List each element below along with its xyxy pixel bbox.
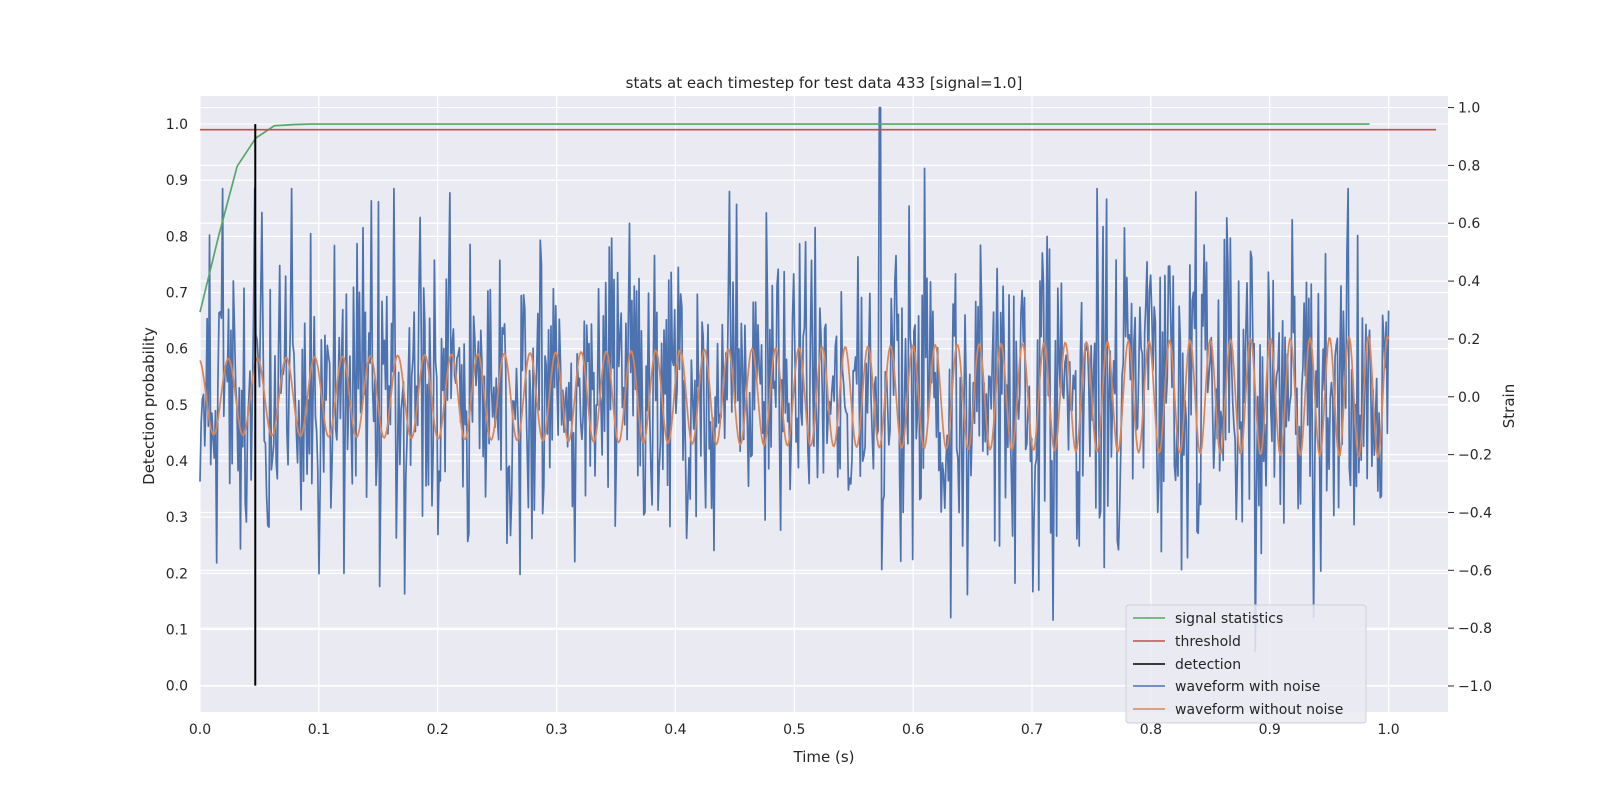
y-tick-label-9: 0.9 [166,173,188,189]
legend-label-waveform-with-noise: waveform with noise [1175,679,1320,695]
legend-box [1125,604,1367,724]
y-tick-label-5: 0.5 [166,398,188,414]
y-right-tick-label-10: 1.0 [1458,101,1480,117]
y-axis-left-ticks: 0.0 0.1 0.2 0.3 0.4 0.5 0.6 0.7 0.8 0.9 1.0 [166,117,188,695]
series-line-waveform-without-noise [199,335,1390,459]
y-tick-label-0: 0.0 [166,679,188,695]
x-tick-label-1: 0.1 [308,722,330,738]
x-axis-ticks: 0.0 0.1 0.2 0.3 0.4 0.5 0.6 0.7 0.8 0.9 1.0 [189,722,1400,738]
y-right-tick-label-0: −1.0 [1458,679,1492,695]
x-tick-label-7: 0.7 [1021,722,1043,738]
y-right-tick-label-4: −0.2 [1458,448,1492,464]
x-tick-label-9: 0.9 [1259,722,1281,738]
y-tick-label-7: 0.7 [166,286,188,302]
y-tick-label-6: 0.6 [166,342,188,358]
y-axis-left-label: Detection probability [140,327,158,485]
x-tick-label-4: 0.4 [664,722,686,738]
y-right-tick-label-2: −0.6 [1458,563,1492,579]
x-tick-label-5: 0.5 [783,722,805,738]
y-right-tick-label-7: 0.4 [1458,274,1480,290]
x-tick-label-3: 0.3 [545,722,567,738]
y-tick-label-4: 0.4 [166,454,188,470]
y-right-tick-label-5: 0.0 [1458,390,1480,406]
x-tick-label-2: 0.2 [427,722,449,738]
y-tick-label-8: 0.8 [166,229,188,245]
legend-label-detection: detection [1175,657,1241,673]
y-right-tick-label-1: −0.8 [1458,621,1492,637]
y-tick-label-10: 1.0 [166,117,188,133]
y-right-tick-label-8: 0.6 [1458,216,1480,232]
chart-title: stats at each timestep for test data 433… [626,74,1023,92]
y-axis-right-ticks: −1.0 −0.8 −0.6 −0.4 −0.2 0.0 0.2 0.4 0.6 0.8 1.0 [1448,101,1492,695]
x-axis-label: Time (s) [793,748,855,766]
y-tick-label-1: 0.1 [166,622,188,638]
legend-label-waveform-without-noise: waveform without noise [1175,702,1343,718]
y-right-tick-label-9: 0.8 [1458,158,1480,174]
y-right-tick-label-3: −0.4 [1458,505,1492,521]
y-tick-label-3: 0.3 [166,510,188,526]
y-right-tick-label-6: 0.2 [1458,332,1480,348]
legend: signal statistics threshold detection wa… [1125,604,1367,724]
series-layer [199,106,1437,686]
x-tick-label-0: 0.0 [189,722,211,738]
x-tick-label-8: 0.8 [1140,722,1162,738]
x-tick-label-10: 1.0 [1377,722,1399,738]
y-axis-right-label: Strain [1500,384,1518,428]
series-line-signal-statistics [199,123,1370,313]
legend-label-threshold: threshold [1175,634,1241,650]
y-tick-label-2: 0.2 [166,566,188,582]
legend-label-signal-statistics: signal statistics [1175,611,1283,627]
x-tick-label-6: 0.6 [902,722,924,738]
